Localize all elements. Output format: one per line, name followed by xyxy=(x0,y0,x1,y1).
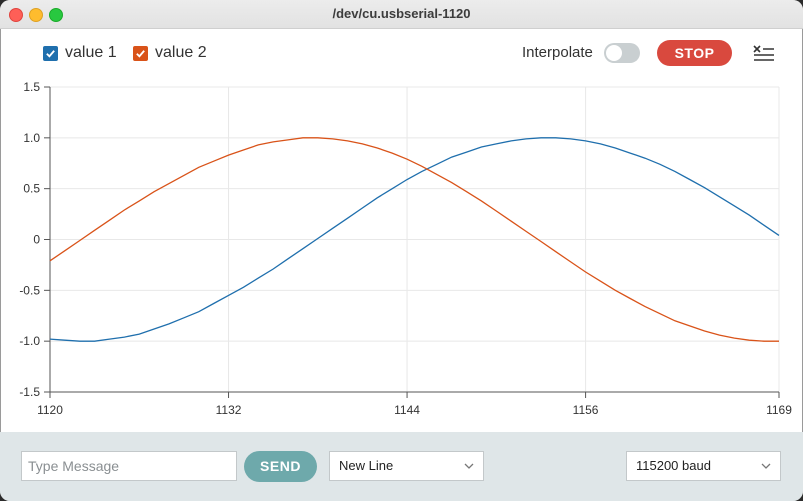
message-bar: SEND New Line 115200 baud xyxy=(0,432,803,501)
line-ending-value: New Line xyxy=(339,458,394,473)
baud-rate-value: 115200 baud xyxy=(636,458,711,473)
x-tick-label: 1156 xyxy=(573,403,599,417)
message-input[interactable] xyxy=(21,451,237,481)
legend-label: value 1 xyxy=(65,44,117,61)
legend-item-value-1[interactable]: value 1 xyxy=(43,44,117,62)
line-ending-select[interactable]: New Line xyxy=(329,451,484,481)
line-chart: 1.5 1.0 0.5 0 -0.5 -1.0 -1.5 1120 1132 1144 1156 1… xyxy=(19,80,792,417)
y-tick-label: 0 xyxy=(33,233,40,247)
y-tick-label: -1.0 xyxy=(19,334,40,348)
stop-button[interactable]: STOP xyxy=(657,40,732,66)
y-tick-label: 1.0 xyxy=(23,131,40,145)
plotter-toolbar: value 1 value 2 Interpolate STOP xyxy=(0,29,803,77)
close-window-button[interactable] xyxy=(9,8,23,22)
y-tick-label: 1.5 xyxy=(23,80,40,94)
y-tick-label: 0.5 xyxy=(23,182,40,196)
window-title: /dev/cu.usbserial-1120 xyxy=(332,6,471,21)
x-tick-label: 1144 xyxy=(394,403,420,417)
legend-item-value-2[interactable]: value 2 xyxy=(133,44,207,62)
maximize-window-button[interactable] xyxy=(49,8,63,22)
minimize-window-button[interactable] xyxy=(29,8,43,22)
interpolate-toggle[interactable] xyxy=(604,43,640,63)
clear-plot-icon[interactable] xyxy=(753,44,775,62)
x-tick-label: 1132 xyxy=(216,403,242,417)
send-button[interactable]: SEND xyxy=(244,451,317,482)
interpolate-label: Interpolate xyxy=(522,44,593,61)
legend-label: value 2 xyxy=(155,44,207,61)
title-bar[interactable]: /dev/cu.usbserial-1120 xyxy=(0,0,803,29)
x-tick-label: 1120 xyxy=(37,403,63,417)
chevron-down-icon xyxy=(464,463,474,469)
y-tick-label: -1.5 xyxy=(19,385,40,399)
toggle-knob xyxy=(606,45,622,61)
baud-rate-select[interactable]: 115200 baud xyxy=(626,451,781,481)
chevron-down-icon xyxy=(761,463,771,469)
value-1-checkbox[interactable] xyxy=(43,45,58,61)
y-tick-label: -0.5 xyxy=(19,283,40,297)
x-tick-label: 1169 xyxy=(766,403,792,417)
series-line-value-2 xyxy=(49,137,779,342)
checkmark-icon xyxy=(46,49,55,58)
checkmark-icon xyxy=(136,49,145,58)
value-2-checkbox[interactable] xyxy=(133,45,148,61)
series-line-value-1 xyxy=(49,137,780,342)
